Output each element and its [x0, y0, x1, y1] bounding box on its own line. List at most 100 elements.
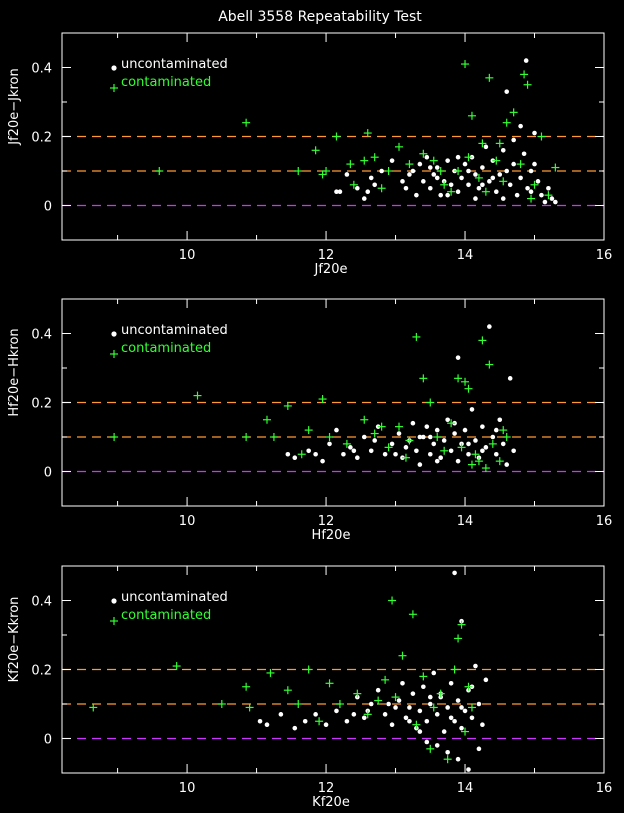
contaminated-point	[401, 453, 410, 462]
uncontaminated-point	[427, 165, 433, 170]
y-tick-label: 0.4	[31, 328, 52, 343]
x-tick-label: 12	[318, 781, 335, 796]
uncontaminated-point	[473, 438, 478, 443]
x-axis-label: Hf20e	[312, 528, 351, 543]
contaminated-point	[388, 596, 397, 605]
x-tick-label: 16	[596, 781, 613, 796]
contaminated-point	[499, 426, 508, 435]
uncontaminated-point	[421, 684, 426, 690]
contaminated-point	[294, 167, 303, 175]
contaminated-point	[481, 187, 490, 196]
contaminated-point	[461, 377, 470, 386]
contaminated-point	[454, 634, 463, 643]
series-uncontaminated	[257, 570, 489, 772]
uncontaminated-point	[493, 189, 499, 194]
contaminated-point	[454, 374, 463, 383]
uncontaminated-point	[473, 172, 478, 177]
contaminated-point	[374, 696, 383, 705]
uncontaminated-point	[334, 189, 339, 194]
uncontaminated-point	[455, 189, 461, 194]
contaminated-point	[530, 180, 539, 189]
x-tick-label: 12	[318, 514, 335, 529]
y-tick-label: 0.4	[31, 62, 52, 77]
uncontaminated-point	[532, 161, 537, 167]
uncontaminated-point	[431, 670, 437, 676]
uncontaminated-point	[514, 192, 520, 198]
uncontaminated-point	[500, 148, 506, 153]
uncontaminated-point	[441, 438, 447, 443]
uncontaminated-point	[500, 196, 506, 201]
uncontaminated-point	[421, 434, 426, 440]
x-tick-label: 16	[596, 248, 613, 263]
uncontaminated-point	[480, 182, 485, 188]
legend-uncontaminated-label: uncontaminated	[121, 590, 228, 605]
legend-contaminated-marker	[110, 617, 118, 625]
y-tick-label: 0.2	[31, 397, 52, 412]
uncontaminated-point	[417, 729, 423, 734]
uncontaminated-point	[511, 161, 516, 167]
uncontaminated-point	[407, 172, 412, 177]
panel-k: 10 12 14 16 0 0.2 0.4 Kf20e Kf20e−Kkron uncontami…	[7, 565, 613, 810]
contaminated-point	[262, 415, 271, 424]
uncontaminated-point	[386, 701, 391, 707]
uncontaminated-point	[490, 175, 496, 181]
contaminated-point	[544, 191, 553, 200]
uncontaminated-point	[462, 427, 468, 433]
uncontaminated-point	[431, 172, 437, 177]
contaminated-point	[457, 443, 466, 452]
uncontaminated-point	[389, 441, 395, 447]
legend-uncontaminated-marker	[111, 65, 117, 71]
contaminated-point	[474, 173, 483, 182]
panel-h: 10 12 14 16 0 0.2 0.4 Hf20e Hf20e−Hkron uncontami…	[7, 298, 613, 543]
uncontaminated-point	[452, 718, 457, 724]
uncontaminated-point	[389, 722, 395, 727]
contaminated-point	[436, 689, 445, 698]
contaminated-point	[283, 401, 292, 410]
contaminated-point	[516, 160, 525, 169]
uncontaminated-point	[518, 123, 523, 129]
y-tick-label: 0.2	[31, 131, 52, 146]
uncontaminated-point	[403, 445, 409, 450]
uncontaminated-point	[341, 451, 346, 457]
uncontaminated-point	[445, 158, 450, 163]
uncontaminated-point	[455, 458, 461, 464]
legend-contaminated-label: contaminated	[121, 608, 211, 623]
uncontaminated-point	[497, 417, 503, 423]
contaminated-point	[360, 415, 369, 424]
contaminated-point	[245, 703, 254, 712]
uncontaminated-point	[448, 681, 454, 686]
contaminated-point	[447, 187, 456, 196]
panel-j: 10 12 14 16 0 0.2 0.4 Jf20e Jf20e−Jkron uncontami…	[7, 32, 613, 277]
contaminated-point	[464, 384, 473, 393]
contaminated-point	[381, 675, 390, 684]
x-tick-label: 16	[596, 514, 613, 529]
uncontaminated-point	[278, 712, 284, 717]
uncontaminated-point	[407, 705, 412, 710]
y-axis-label: Jf20e−Jkron	[7, 68, 22, 145]
contaminated-point	[405, 436, 414, 445]
uncontaminated-point	[546, 185, 551, 191]
uncontaminated-point	[480, 448, 485, 454]
uncontaminated-point	[400, 179, 405, 184]
uncontaminated-point	[448, 715, 454, 721]
uncontaminated-point	[414, 448, 419, 454]
uncontaminated-point	[469, 715, 475, 721]
contaminated-point	[89, 703, 98, 712]
uncontaminated-point	[264, 722, 270, 727]
x-axis-label: Kf20e	[312, 795, 350, 810]
contaminated-point	[315, 717, 324, 726]
uncontaminated-point	[528, 189, 534, 194]
uncontaminated-point	[434, 165, 440, 170]
uncontaminated-point	[448, 448, 454, 454]
series-contaminated	[89, 596, 476, 764]
uncontaminated-point	[507, 376, 513, 381]
uncontaminated-point	[368, 701, 374, 707]
uncontaminated-point	[455, 756, 461, 762]
legend-j: uncontaminated contaminated	[110, 57, 228, 92]
uncontaminated-point	[417, 161, 423, 167]
contaminated-point	[502, 433, 511, 441]
contaminated-point	[426, 398, 435, 407]
contaminated-point	[370, 429, 379, 438]
uncontaminated-point	[424, 739, 430, 745]
series-uncontaminated	[334, 58, 558, 205]
